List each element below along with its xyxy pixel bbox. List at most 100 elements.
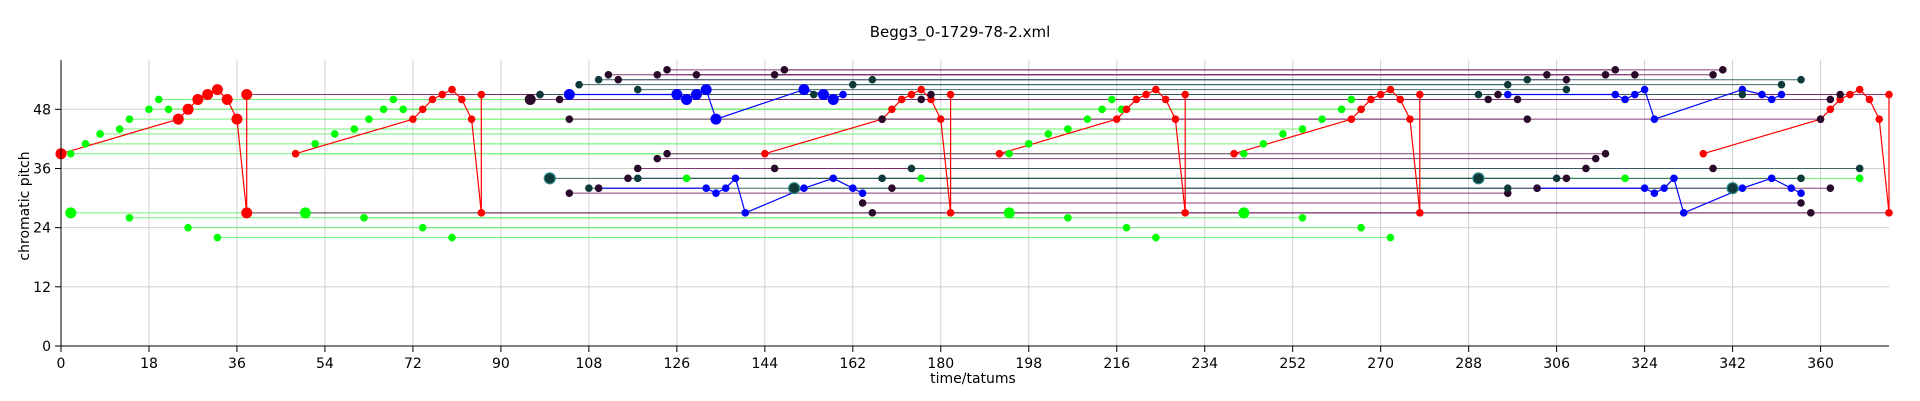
- data-point: [1298, 125, 1307, 133]
- data-point: [888, 184, 896, 193]
- data-point: [1679, 209, 1688, 217]
- data-point: [624, 174, 632, 183]
- data-point: [1591, 154, 1600, 163]
- data-point: [1376, 90, 1385, 99]
- data-point: [800, 184, 808, 193]
- data-point: [1826, 95, 1835, 104]
- data-point: [1670, 174, 1678, 183]
- data-point: [1367, 95, 1375, 104]
- chart-title: Begg3_0-1729-78-2.xml: [870, 23, 1051, 42]
- data-point: [1044, 130, 1053, 138]
- data-point: [594, 75, 603, 84]
- data-point: [817, 89, 829, 101]
- data-point: [995, 149, 1004, 158]
- x-tick-label: 198: [1015, 356, 1042, 372]
- data-point: [1484, 95, 1493, 104]
- ticks: 0 18 36 54 72 90 108 126 144 162 180 198 216 234 252 27…: [33, 102, 1834, 372]
- data-point: [946, 209, 955, 217]
- data-point: [770, 70, 779, 79]
- data-point: [1865, 95, 1874, 104]
- data-point: [221, 93, 233, 105]
- data-point: [1787, 184, 1796, 193]
- data-point: [536, 90, 544, 99]
- data-point: [809, 90, 818, 99]
- data-point: [721, 184, 730, 193]
- data-point: [1797, 174, 1805, 183]
- data-point: [1855, 164, 1864, 173]
- data-point: [585, 184, 593, 193]
- data-point: [858, 199, 867, 207]
- data-point: [1279, 130, 1287, 138]
- data-point: [653, 70, 662, 79]
- data-point: [350, 125, 359, 133]
- data-point: [1699, 149, 1708, 158]
- data-point: [1650, 189, 1659, 197]
- data-point: [712, 189, 720, 197]
- data-point: [1726, 182, 1739, 195]
- data-point: [172, 113, 184, 125]
- data-point: [1806, 209, 1815, 217]
- data-point: [1259, 140, 1268, 148]
- data-point: [81, 140, 90, 148]
- data-point: [477, 90, 486, 99]
- data-point: [700, 84, 712, 96]
- data-point: [1347, 95, 1356, 104]
- data-point: [1152, 85, 1160, 94]
- data-point: [1503, 184, 1512, 193]
- data-point: [1132, 95, 1141, 104]
- data-point: [1562, 75, 1571, 84]
- data-point: [829, 174, 838, 183]
- data-point: [360, 213, 368, 222]
- data-point: [1503, 80, 1512, 89]
- data-point: [389, 95, 398, 104]
- data-point: [788, 182, 801, 195]
- data-point: [798, 84, 810, 96]
- data-point: [761, 149, 769, 158]
- data-point: [1797, 75, 1805, 84]
- data-point: [1523, 75, 1532, 84]
- x-tick-label: 324: [1631, 356, 1658, 372]
- series-line: [1537, 177, 1802, 214]
- data-point: [1347, 115, 1356, 123]
- data-point: [849, 80, 857, 89]
- series-line: [999, 88, 1186, 213]
- data-point: [299, 207, 311, 219]
- data-point: [1386, 85, 1395, 94]
- data-point: [692, 70, 701, 79]
- data-point: [164, 105, 173, 114]
- data-point: [770, 164, 779, 173]
- data-point: [457, 95, 466, 104]
- data-point: [1621, 95, 1629, 104]
- data-point: [409, 115, 417, 123]
- data-point: [681, 93, 693, 105]
- data-point: [1660, 184, 1668, 193]
- data-point: [1122, 223, 1131, 232]
- data-point: [1474, 90, 1483, 99]
- data-point: [1318, 115, 1326, 123]
- data-point: [1855, 85, 1864, 94]
- data-point: [614, 75, 622, 84]
- data-point: [1181, 209, 1189, 217]
- data-point: [418, 105, 427, 114]
- data-point: [555, 95, 564, 104]
- data-point: [1836, 90, 1844, 99]
- data-point: [399, 105, 407, 114]
- data-point: [731, 174, 740, 183]
- data-point: [1024, 140, 1033, 148]
- data-point: [1582, 164, 1590, 173]
- data-point: [907, 164, 916, 173]
- data-point: [1386, 233, 1395, 242]
- data-point: [1650, 115, 1659, 123]
- data-point: [563, 89, 575, 101]
- data-point: [115, 125, 124, 133]
- data-point: [927, 90, 935, 99]
- series-line: [1507, 88, 1782, 120]
- data-point: [66, 149, 75, 158]
- data-point: [741, 209, 750, 217]
- data-point: [604, 70, 613, 79]
- data-point: [1415, 90, 1424, 99]
- x-tick-label: 360: [1807, 356, 1834, 372]
- data-point: [1758, 90, 1766, 99]
- data-point: [1767, 95, 1776, 104]
- data-point: [428, 95, 437, 104]
